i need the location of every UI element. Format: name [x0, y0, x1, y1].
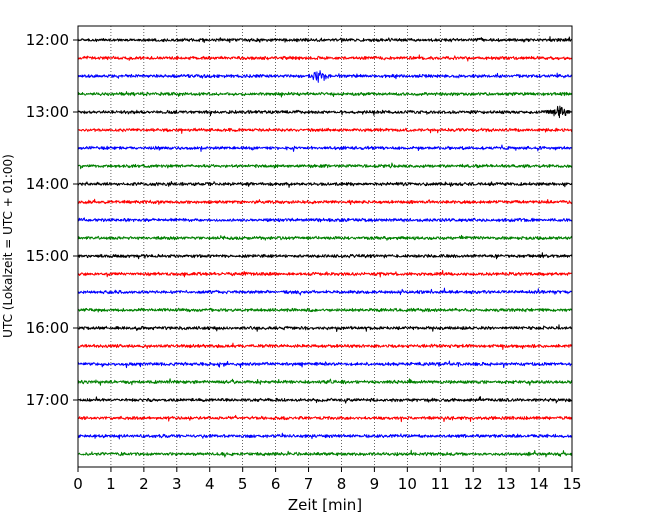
trace-1700	[77, 396, 573, 404]
x-tick-label: 8	[337, 475, 347, 493]
x-tick-label: 1	[106, 475, 116, 493]
x-tick-label: 4	[205, 475, 215, 493]
x-tick-label: 5	[238, 475, 248, 493]
y-tick-label: 17:00	[26, 391, 69, 409]
trace-1500	[77, 252, 573, 260]
trace-1530	[77, 287, 573, 296]
x-tick-label: 12	[464, 475, 483, 493]
trace-1730	[77, 432, 573, 440]
trace-1300	[77, 105, 573, 119]
trace-1515	[77, 269, 573, 278]
y-tick-label: 14:00	[26, 175, 69, 193]
x-tick-label: 14	[530, 475, 549, 493]
y-axis-ticks: 12:00 13:00 14:00 15:00 16:00 17:00	[26, 31, 78, 409]
trace-1400	[77, 181, 573, 188]
x-tick-label: 10	[398, 475, 417, 493]
trace-1430	[77, 217, 573, 223]
trace-1245	[77, 91, 573, 98]
trace-1445	[77, 234, 573, 241]
trace-1600	[77, 324, 573, 333]
seismic-traces	[77, 36, 573, 458]
trace-1630	[77, 360, 573, 369]
y-tick-label: 12:00	[26, 31, 69, 49]
trace-1645	[77, 378, 573, 386]
trace-1545	[77, 307, 573, 313]
x-tick-label: 9	[370, 475, 380, 493]
trace-1215	[77, 54, 573, 62]
trace-1745	[77, 449, 573, 458]
x-tick-label: 13	[497, 475, 516, 493]
y-tick-label: 15:00	[26, 247, 69, 265]
trace-1330	[77, 144, 573, 152]
plot-frame	[77, 25, 573, 468]
trace-1200	[77, 36, 573, 43]
x-tick-label: 6	[271, 475, 281, 493]
y-tick-label: 16:00	[26, 319, 69, 337]
y-axis-label: UTC (Lokalzeit = UTC + 01:00)	[1, 154, 15, 338]
x-tick-label: 7	[304, 475, 314, 493]
x-tick-label: 2	[139, 475, 149, 493]
x-axis-label: Zeit [min]	[288, 496, 362, 514]
trace-1715	[77, 414, 573, 423]
x-axis-ticks: 0 1 2 3 4 5 6 7 8 9 10 11 12 13 14 15	[73, 467, 582, 493]
x-tick-label: 0	[73, 475, 83, 493]
x-tick-label: 3	[172, 475, 182, 493]
y-tick-label: 13:00	[26, 103, 69, 121]
trace-1615	[77, 342, 573, 350]
x-tick-label: 11	[431, 475, 450, 493]
trace-1230	[77, 70, 573, 83]
trace-1415	[77, 198, 573, 206]
trace-1345	[77, 162, 573, 170]
trace-1315	[77, 127, 573, 134]
x-tick-label: 15	[562, 475, 581, 493]
